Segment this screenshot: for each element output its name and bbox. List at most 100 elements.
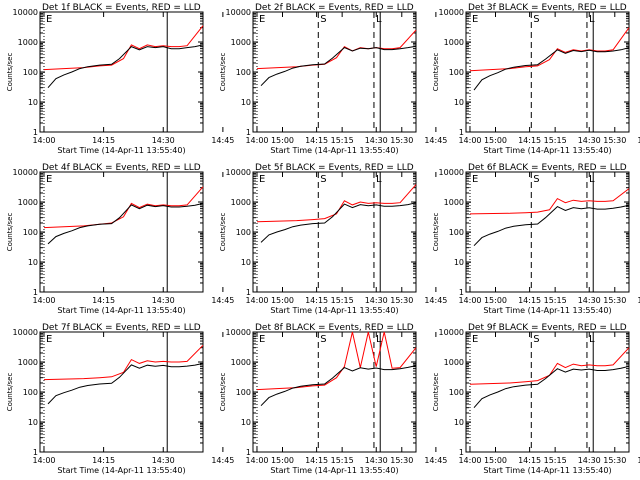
x-tick-label: 15:00 (271, 136, 294, 145)
y-tick-label: 10000 (439, 168, 464, 177)
events-series-line (47, 44, 204, 89)
y-tick-label: 1000 (444, 198, 464, 207)
time-marker-label: L (589, 174, 595, 185)
x-tick-label: 15:15 (544, 456, 567, 465)
y-axis-label: Counts/sec (219, 213, 227, 252)
x-tick-label: 14:00 (245, 456, 268, 465)
time-marker-label: E (46, 174, 52, 185)
x-tick-label: 14:30 (365, 296, 388, 305)
x-tick-label: 14:15 (518, 296, 541, 305)
y-tick-label: 1000 (444, 358, 464, 367)
x-tick-label: 14:00 (458, 456, 481, 465)
x-tick-label: 15:15 (544, 296, 567, 305)
x-axis-label: Start Time (14-Apr-11 13:55:40) (483, 466, 611, 475)
y-tick-label: 100 (449, 68, 464, 77)
y-tick-label: 10000 (439, 8, 464, 17)
y-tick-label: 10 (28, 418, 38, 427)
plot-frame (252, 331, 417, 453)
y-tick-label: 10 (454, 258, 464, 267)
y-axis-label: Counts/sec (432, 213, 440, 252)
y-axis-label: Counts/sec (6, 213, 14, 252)
x-axis-label: Start Time (14-Apr-11 13:55:40) (483, 146, 611, 155)
y-tick-label: 10 (241, 418, 251, 427)
x-tick-label: 15:00 (484, 296, 507, 305)
plot-frame (39, 331, 204, 453)
panel-title: Det 8f BLACK = Events, RED = LLD (255, 323, 414, 333)
y-tick-label: 1000 (18, 38, 38, 47)
x-tick-label: 14:30 (578, 296, 601, 305)
time-marker-label: S (320, 14, 326, 25)
x-tick-label: 14:30 (152, 136, 175, 145)
panel: Det 6f BLACK = Events, RED = LLD 1 10 100 10… (432, 163, 640, 315)
y-tick-label: 100 (23, 228, 38, 237)
panel-title: Det 7f BLACK = Events, RED = LLD (42, 323, 201, 333)
x-tick-label: 14:30 (578, 136, 601, 145)
y-tick-label: 10000 (226, 8, 251, 17)
panel: Det 3f BLACK = Events, RED = LLD 1 10 100 10… (432, 3, 640, 155)
panel-title: Det 2f BLACK = Events, RED = LLD (255, 3, 414, 13)
time-marker-label: E (46, 334, 52, 345)
time-marker-label: E (259, 174, 265, 185)
y-tick-label: 100 (23, 68, 38, 77)
x-axis-label: Start Time (14-Apr-11 13:55:40) (483, 306, 611, 315)
y-tick-label: 10000 (226, 168, 251, 177)
x-tick-label: 14:45 (211, 136, 234, 145)
x-tick-label: 14:45 (211, 296, 234, 305)
x-tick-label: 15:30 (603, 296, 626, 305)
y-tick-label: 1 (459, 448, 464, 457)
y-tick-label: 1000 (231, 38, 251, 47)
lld-series-line (43, 344, 204, 381)
x-tick-label: 15:30 (603, 456, 626, 465)
x-axis-label: Start Time (14-Apr-11 13:55:40) (270, 466, 398, 475)
y-tick-label: 1 (459, 288, 464, 297)
x-tick-label: 14:15 (305, 456, 328, 465)
x-tick-label: 14:45 (637, 136, 640, 145)
panel-title: Det 5f BLACK = Events, RED = LLD (255, 163, 414, 173)
y-axis-label: Counts/sec (432, 373, 440, 412)
x-tick-label: 14:45 (424, 296, 447, 305)
x-tick-label: 15:30 (390, 296, 413, 305)
time-marker-label: S (320, 334, 326, 345)
time-marker-label: E (472, 174, 478, 185)
x-tick-label: 15:15 (331, 296, 354, 305)
y-tick-label: 1 (459, 128, 464, 137)
x-tick-label: 14:00 (245, 296, 268, 305)
panel: Det 9f BLACK = Events, RED = LLD 1 10 100 10… (432, 323, 640, 475)
events-series-line (47, 362, 204, 405)
x-tick-label: 14:45 (637, 456, 640, 465)
y-tick-label: 10000 (13, 168, 38, 177)
events-series-line (47, 202, 204, 245)
x-tick-label: 15:15 (544, 136, 567, 145)
panel: Det 1f BLACK = Events, RED = LLD 1 10 100 10… (6, 3, 413, 155)
y-tick-label: 1 (33, 448, 38, 457)
y-tick-label: 100 (449, 388, 464, 397)
x-axis-label: Start Time (14-Apr-11 13:55:40) (57, 146, 185, 155)
time-marker-label: S (320, 174, 326, 185)
y-tick-label: 1 (246, 288, 251, 297)
x-tick-label: 15:15 (331, 136, 354, 145)
lld-series-line (469, 27, 630, 72)
plot-frame (465, 11, 630, 133)
events-series-line (473, 365, 630, 409)
x-axis-label: Start Time (14-Apr-11 13:55:40) (57, 306, 185, 315)
lld-series-line (469, 188, 630, 215)
x-tick-label: 14:15 (518, 136, 541, 145)
time-marker-label: E (472, 334, 478, 345)
x-tick-label: 14:00 (458, 296, 481, 305)
y-tick-label: 1 (246, 128, 251, 137)
y-tick-label: 100 (23, 388, 38, 397)
events-series-line (260, 45, 417, 87)
x-axis-label: Start Time (14-Apr-11 13:55:40) (270, 146, 398, 155)
y-tick-label: 1000 (231, 358, 251, 367)
panel: Det 7f BLACK = Events, RED = LLD 1 10 100 10… (6, 323, 413, 475)
y-tick-label: 10 (454, 418, 464, 427)
plot-frame (39, 11, 204, 133)
y-tick-label: 1000 (18, 198, 38, 207)
time-marker-label: E (46, 14, 52, 25)
panel: Det 2f BLACK = Events, RED = LLD 1 10 100 10… (219, 3, 626, 155)
x-tick-label: 14:15 (305, 136, 328, 145)
x-tick-label: 15:30 (603, 136, 626, 145)
y-tick-label: 1000 (231, 198, 251, 207)
time-marker-label: L (589, 334, 595, 345)
